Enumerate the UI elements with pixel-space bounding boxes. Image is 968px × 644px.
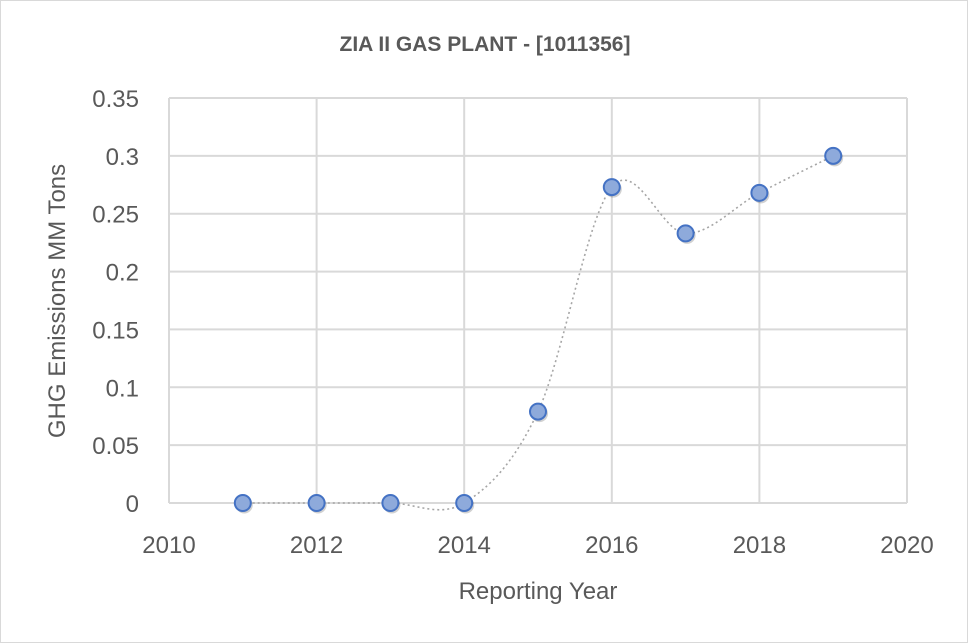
x-tick-label: 2014 [438,532,491,559]
data-point [233,494,252,512]
y-tick-label: 0.1 [106,375,139,402]
data-point [676,224,695,243]
y-tick-label: 0.2 [106,260,139,287]
x-tick-label: 2016 [585,532,638,559]
x-axis-label: Reporting Year [459,578,618,605]
y-axis-label: GHG Emissions MM Tons [44,164,71,438]
y-tick-label: 0.15 [92,317,139,344]
y-tick-label: 0.05 [92,433,139,460]
data-point [602,178,621,197]
data-point [307,494,326,512]
y-tick-label: 0.3 [106,144,139,171]
y-tick-label: 0.25 [92,202,139,229]
data-point [455,494,474,512]
chart-title: ZIA II GAS PLANT - [1011356] [340,33,631,56]
data-point [529,402,547,421]
y-tick-label: 0 [126,491,139,518]
x-tick-label: 2012 [290,532,343,559]
x-tick-label: 2010 [142,532,195,559]
data-point [750,183,769,202]
y-tick-label: 0.35 [92,86,139,113]
x-tick-label: 2020 [880,532,933,559]
data-point [824,146,843,165]
data-point [381,494,400,512]
series-line [242,155,834,511]
x-tick-label: 2018 [733,532,786,559]
